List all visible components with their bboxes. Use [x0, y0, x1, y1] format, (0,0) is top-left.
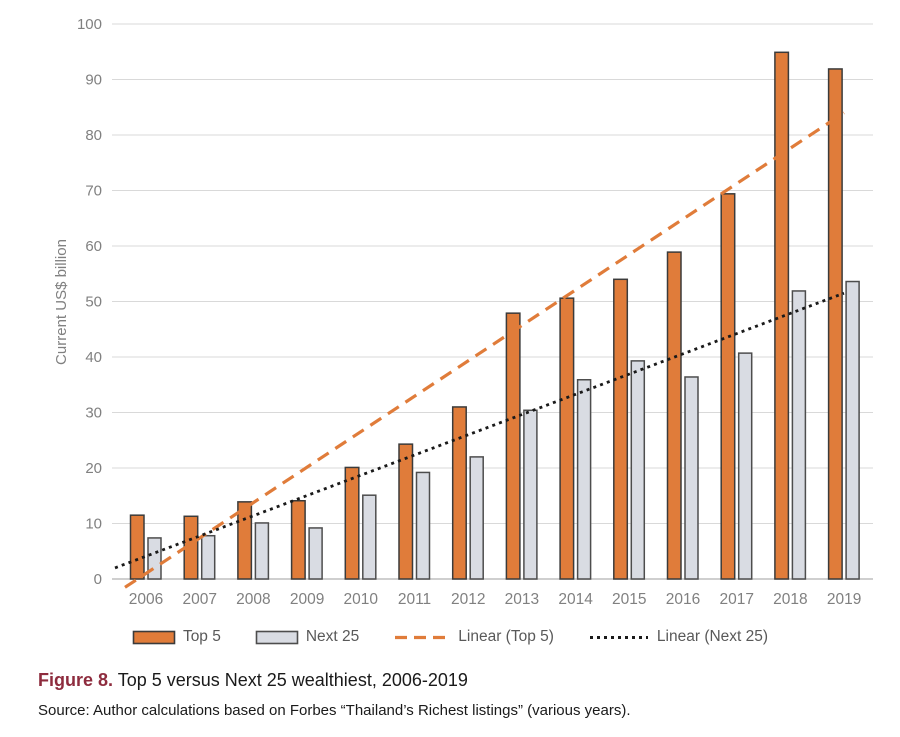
- bar-next25-2006: [147, 537, 162, 580]
- figure-number-label: Figure 8.: [38, 670, 114, 690]
- bar-next25-2010: [362, 494, 377, 580]
- y-tick-label: 80: [85, 127, 102, 144]
- x-tick-label: 2008: [236, 591, 270, 608]
- trendline-linear-next25: [114, 291, 845, 570]
- y-tick-label: 10: [85, 516, 102, 533]
- bar-top5-2012: [451, 406, 467, 580]
- bar-top5-2006: [129, 514, 145, 580]
- bars: [129, 51, 860, 580]
- x-tick-label: 2011: [398, 591, 431, 608]
- bar-top5-2011: [398, 443, 414, 580]
- dotted-line-swatch-icon: [589, 635, 648, 639]
- bar-next25-2019: [845, 280, 860, 580]
- y-tick-label: 60: [85, 238, 102, 255]
- bar-next25-2011: [415, 471, 431, 580]
- x-tick-label: 2010: [344, 591, 379, 608]
- bar-next25-2009: [308, 527, 323, 580]
- x-tick-label: 2017: [719, 591, 753, 608]
- bar-top5-2014: [559, 297, 575, 580]
- legend-item-linear-top5: Linear (Top 5): [393, 628, 554, 646]
- bar-top5-2018: [774, 51, 790, 580]
- bar-next25-2012: [469, 456, 484, 580]
- y-axis-title: Current US$ billion: [53, 239, 70, 365]
- x-tick-label: 2018: [773, 591, 807, 608]
- y-tick-label: 90: [85, 72, 102, 89]
- bar-next25-2016: [684, 376, 699, 580]
- bar-next25-2015: [630, 360, 646, 580]
- bar-next25-2017: [737, 352, 753, 580]
- next25-bar-swatch-icon: [255, 630, 299, 644]
- figure-caption: Figure 8. Top 5 versus Next 25 wealthies…: [38, 670, 468, 691]
- legend-item-linear-next25: Linear (Next 25): [588, 628, 768, 646]
- x-tick-label: 2019: [827, 591, 861, 608]
- y-tick-label: 0: [94, 571, 102, 588]
- legend-label-next25: Next 25: [305, 628, 360, 645]
- bar-top5-2016: [666, 251, 682, 580]
- y-tick-label: 40: [85, 349, 102, 366]
- bar-top5-2015: [613, 278, 629, 580]
- trendline-linear-top5: [124, 111, 845, 589]
- bar-top5-2019: [827, 68, 843, 580]
- x-tick-label: 2009: [290, 591, 324, 608]
- bar-next25-2018: [791, 290, 807, 580]
- top5-bar-swatch-icon: [132, 630, 176, 644]
- legend-item-top5: Top 5: [132, 628, 221, 646]
- y-tick-label: 30: [85, 405, 102, 422]
- figure-title: Top 5 versus Next 25 wealthiest, 2006-20…: [113, 670, 468, 690]
- bar-next25-2007: [200, 534, 216, 580]
- bar-top5-2017: [720, 193, 736, 580]
- chart-legend: Top 5 Next 25 Linear (Top 5) Linear (Nex…: [0, 624, 900, 650]
- x-tick-label: 2012: [451, 591, 485, 608]
- dashed-line-swatch-icon: [395, 635, 450, 639]
- bar-next25-2008: [254, 522, 270, 580]
- source-note: Source: Author calculations based on For…: [38, 702, 631, 719]
- x-tick-label: 2014: [558, 591, 593, 608]
- legend-label-linear-top5: Linear (Top 5): [458, 628, 554, 645]
- legend-item-next25: Next 25: [255, 628, 359, 646]
- legend-label-linear-next25: Linear (Next 25): [656, 628, 769, 645]
- x-tick-label: 2007: [182, 591, 216, 608]
- y-axis-tick-labels: 0 10 20 30 40 50 60 70 80 90 100: [77, 16, 102, 588]
- y-tick-label: 70: [85, 183, 102, 200]
- x-tick-label: 2006: [129, 591, 163, 608]
- bar-next25-2013: [523, 409, 538, 580]
- y-tick-label: 100: [77, 16, 102, 33]
- bar-top5-2013: [505, 312, 521, 580]
- y-tick-label: 50: [85, 294, 102, 311]
- y-tick-label: 20: [85, 460, 102, 477]
- x-tick-label: 2015: [612, 591, 646, 608]
- gridlines: [112, 23, 873, 580]
- x-tick-label: 2016: [666, 591, 700, 608]
- legend-label-top5: Top 5: [182, 628, 221, 645]
- x-tick-label: 2013: [505, 591, 539, 608]
- x-axis-tick-labels: 2006 2007 2008 2009 2010 2011 2012 2013 2014 2015…: [129, 591, 862, 608]
- bar-top5-2010: [344, 466, 360, 580]
- bar-top5-2008: [237, 501, 253, 580]
- bar-top5-2009: [290, 499, 306, 580]
- bar-next25-2014: [576, 379, 592, 580]
